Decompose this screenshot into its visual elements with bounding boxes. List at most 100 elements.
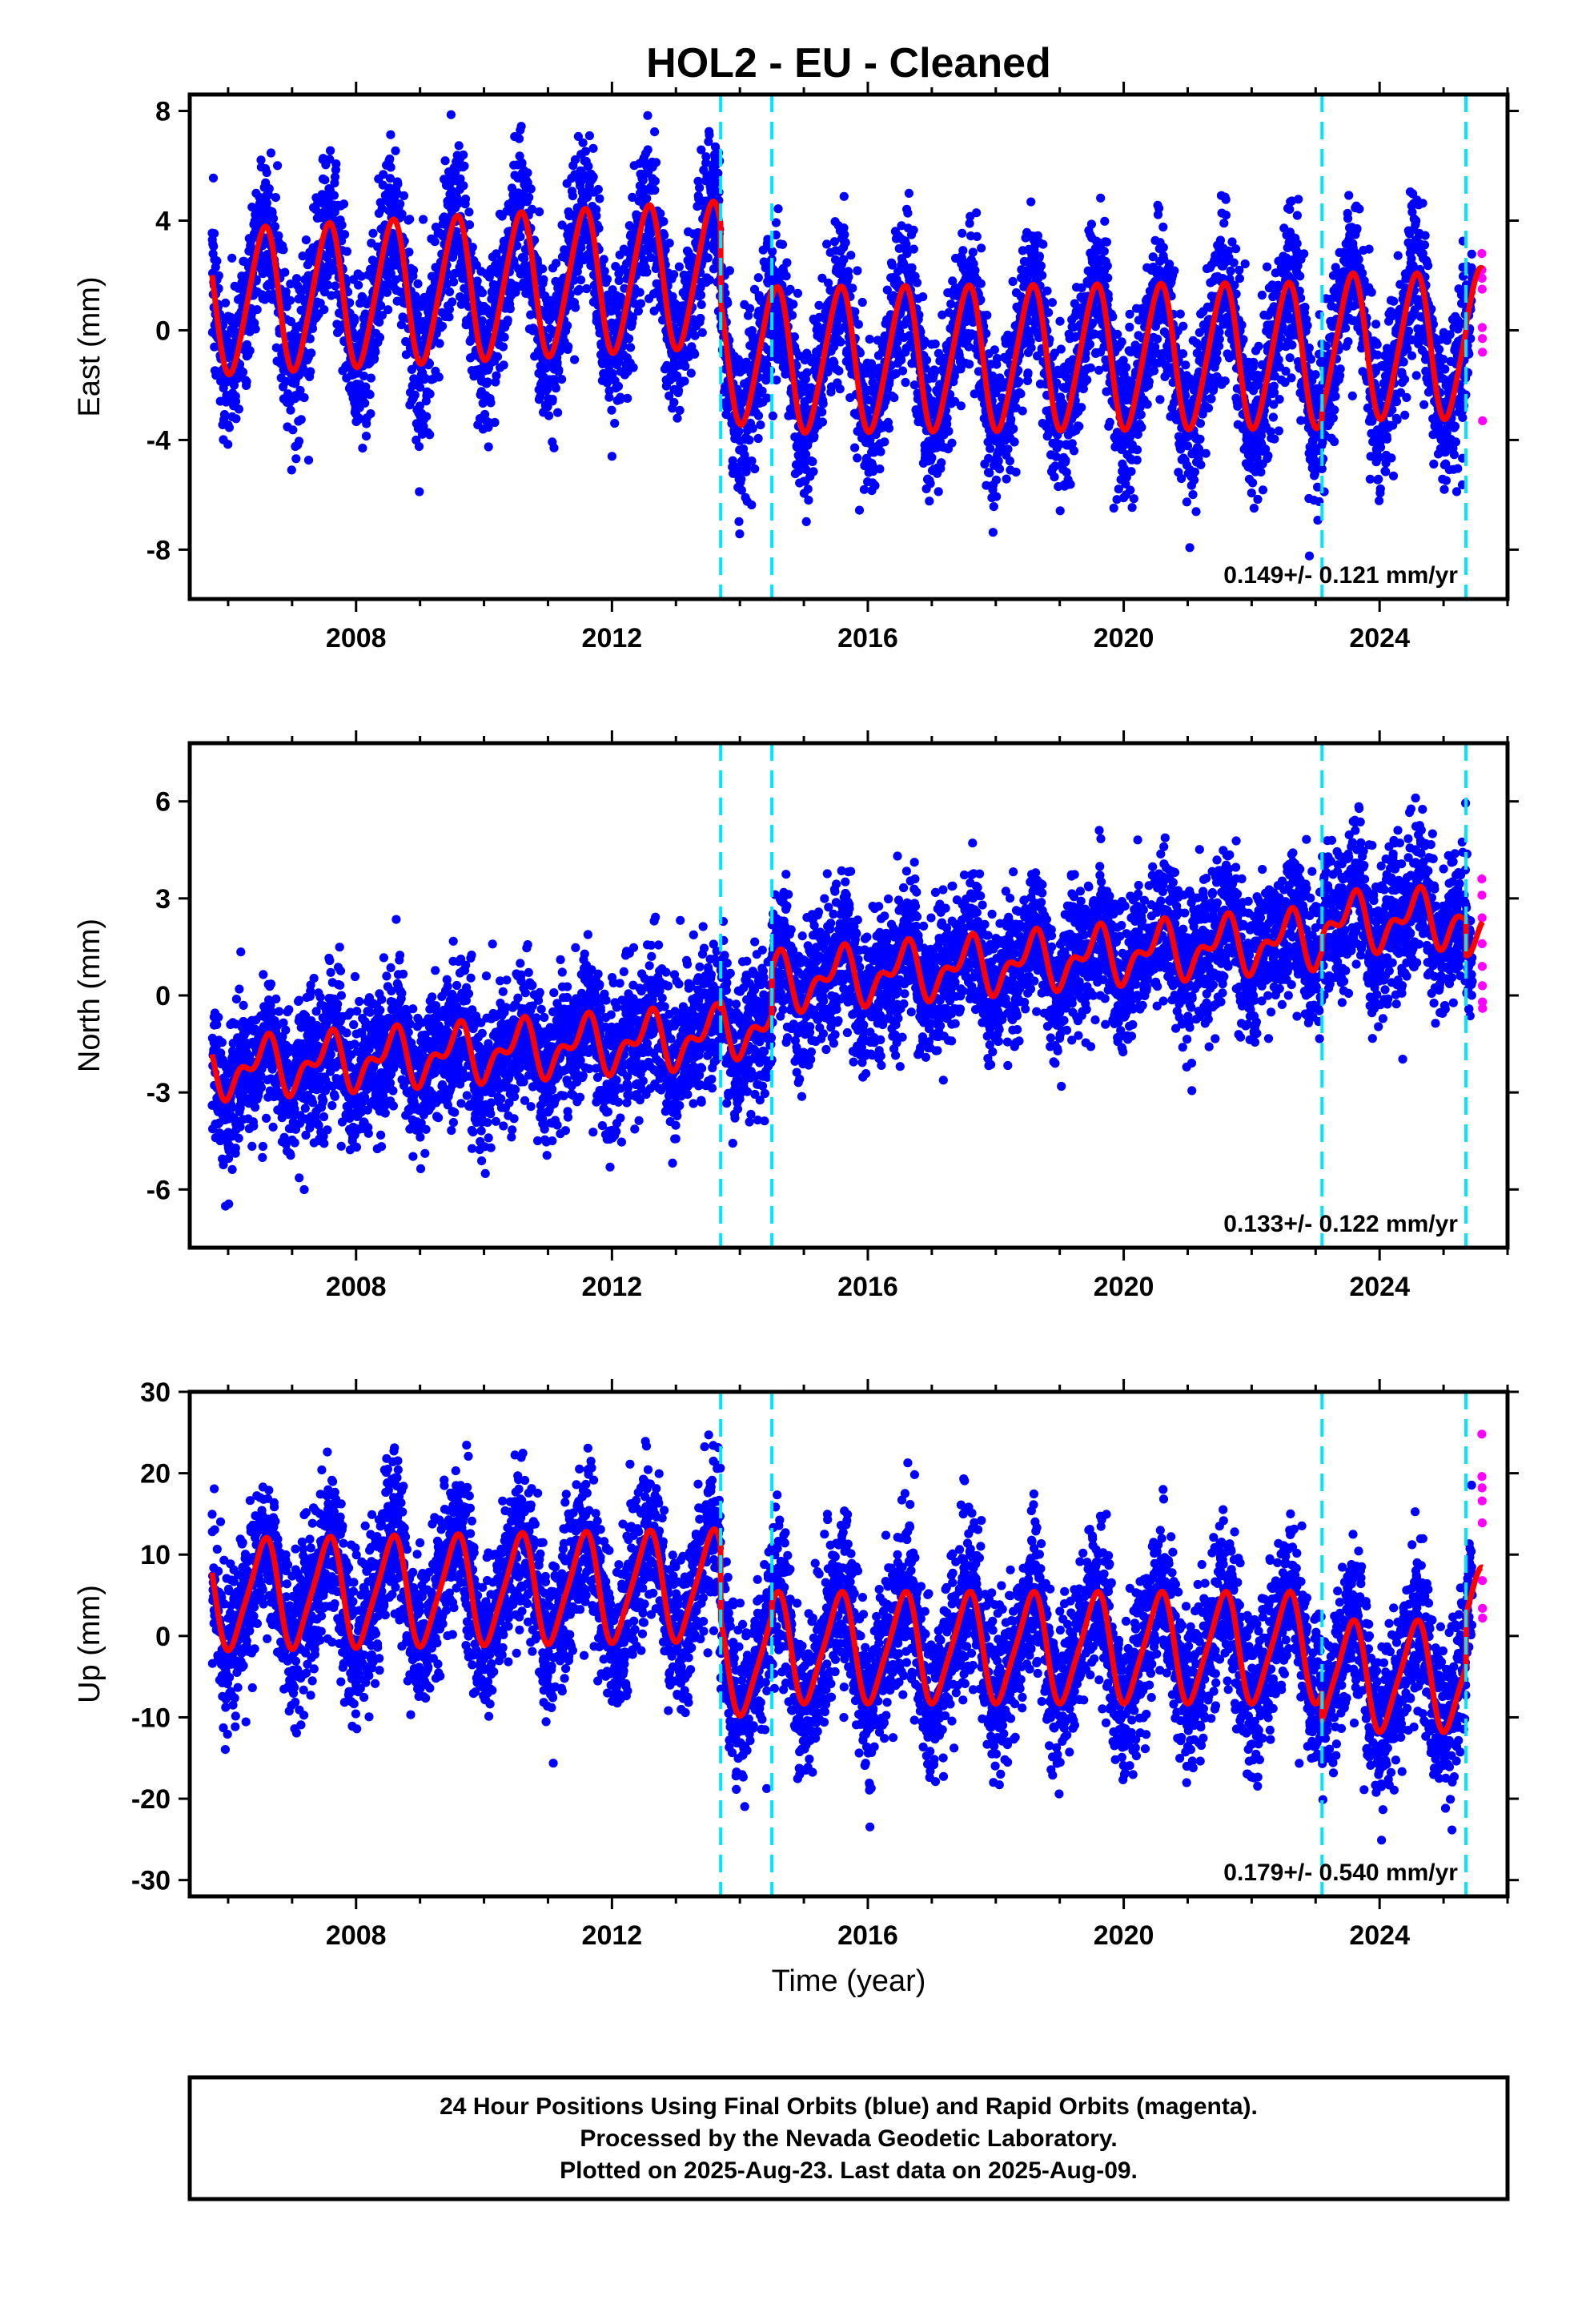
east-final-orbit-point bbox=[1055, 316, 1065, 326]
east-final-orbit-point bbox=[582, 283, 592, 294]
east-final-orbit-point bbox=[756, 420, 765, 430]
east-final-orbit-point bbox=[643, 145, 652, 155]
east-final-orbit-point bbox=[1006, 415, 1016, 424]
east-final-orbit-point bbox=[705, 130, 714, 140]
east-final-orbit-point bbox=[563, 321, 572, 331]
east-final-orbit-point bbox=[405, 215, 415, 224]
east-final-orbit-point bbox=[264, 184, 274, 194]
east-final-orbit-point bbox=[735, 529, 745, 539]
east-final-orbit-point bbox=[1036, 261, 1046, 271]
east-final-orbit-point bbox=[371, 347, 380, 356]
east-final-orbit-point bbox=[636, 299, 646, 308]
east-final-orbit-point bbox=[697, 300, 706, 309]
east-final-orbit-point bbox=[695, 183, 705, 193]
east-final-orbit-point bbox=[853, 453, 862, 463]
east-final-orbit-point bbox=[285, 296, 295, 305]
east-final-orbit-point bbox=[976, 279, 986, 288]
east-final-orbit-point bbox=[445, 287, 455, 296]
east-final-orbit-point bbox=[291, 454, 301, 464]
east-final-orbit-point bbox=[725, 266, 735, 275]
east-final-orbit-point bbox=[804, 496, 813, 505]
east-final-orbit-point bbox=[897, 355, 906, 365]
east-final-orbit-point bbox=[972, 208, 982, 218]
east-final-orbit-point bbox=[839, 191, 849, 201]
east-final-orbit-point bbox=[909, 225, 918, 235]
east-final-orbit-point bbox=[499, 360, 508, 370]
east-final-orbit-point bbox=[673, 413, 682, 423]
east-final-orbit-point bbox=[366, 373, 375, 383]
east-final-orbit-point bbox=[650, 185, 660, 195]
east-final-orbit-point bbox=[1102, 261, 1112, 271]
east-final-orbit-point bbox=[369, 354, 379, 364]
east-final-orbit-point bbox=[299, 392, 309, 403]
east-final-orbit-point bbox=[834, 366, 844, 376]
east-final-orbit-point bbox=[329, 191, 339, 200]
east-final-orbit-point bbox=[669, 397, 679, 408]
east-final-orbit-point bbox=[231, 396, 241, 406]
east-final-orbit-point bbox=[903, 208, 913, 218]
east-final-orbit-point bbox=[836, 337, 845, 347]
east-final-orbit-point bbox=[972, 231, 982, 241]
east-final-orbit-point bbox=[818, 399, 828, 408]
east-final-orbit-point bbox=[1061, 456, 1070, 465]
east-final-orbit-point bbox=[345, 298, 355, 308]
east-final-orbit-point bbox=[992, 492, 1002, 501]
east-final-orbit-point bbox=[330, 207, 339, 217]
east-final-orbit-point bbox=[750, 464, 760, 474]
east-final-orbit-point bbox=[410, 390, 420, 400]
east-final-orbit-point bbox=[358, 444, 367, 453]
east-final-orbit-point bbox=[1137, 423, 1146, 432]
east-final-orbit-point bbox=[859, 485, 869, 494]
east-final-orbit-point bbox=[307, 348, 316, 358]
east-final-orbit-point bbox=[323, 280, 333, 290]
east-final-orbit-point bbox=[1003, 444, 1013, 454]
east-final-orbit-point bbox=[613, 381, 624, 391]
east-final-orbit-point bbox=[262, 167, 271, 178]
east-final-orbit-point bbox=[516, 122, 526, 131]
east-final-orbit-point bbox=[209, 242, 219, 251]
east-final-orbit-point bbox=[994, 464, 1005, 474]
east-final-orbit-point bbox=[809, 467, 818, 476]
east-final-orbit-point bbox=[901, 377, 910, 388]
east-final-orbit-point bbox=[516, 232, 525, 242]
east-final-orbit-point bbox=[674, 262, 685, 271]
east-final-orbit-point bbox=[393, 179, 403, 189]
east-final-orbit-point bbox=[1103, 273, 1113, 283]
east-final-orbit-point bbox=[696, 290, 706, 300]
east-final-orbit-point bbox=[844, 272, 853, 282]
east-final-orbit-point bbox=[256, 155, 266, 165]
east-final-orbit-point bbox=[1105, 417, 1114, 428]
east-final-orbit-point bbox=[503, 316, 512, 325]
east-final-orbit-point bbox=[803, 485, 813, 494]
east-final-orbit-point bbox=[703, 253, 713, 263]
east-final-orbit-point bbox=[514, 134, 524, 143]
east-final-orbit-point bbox=[399, 191, 409, 200]
east-final-orbit-point bbox=[397, 209, 407, 219]
east-final-orbit-point bbox=[958, 246, 968, 255]
east-final-orbit-point bbox=[889, 393, 899, 403]
east-final-orbit-point bbox=[454, 141, 464, 151]
east-final-orbit-point bbox=[430, 237, 440, 247]
east-final-orbit-point bbox=[385, 154, 395, 164]
east-final-orbit-point bbox=[331, 281, 340, 291]
east-final-orbit-point bbox=[396, 199, 405, 209]
east-final-orbit-point bbox=[396, 320, 406, 330]
east-final-orbit-point bbox=[538, 264, 548, 274]
east-final-orbit-point bbox=[360, 398, 370, 408]
east-final-orbit-point bbox=[224, 423, 234, 432]
east-final-orbit-point bbox=[305, 334, 315, 344]
east-final-orbit-point bbox=[628, 363, 638, 372]
east-final-orbit-point bbox=[909, 244, 918, 254]
east-final-orbit-point bbox=[880, 437, 889, 447]
east-final-orbit-point bbox=[486, 398, 496, 408]
east-final-orbit-point bbox=[320, 175, 330, 185]
east-final-orbit-point bbox=[1085, 340, 1094, 349]
east-final-orbit-point bbox=[642, 267, 652, 277]
east-final-orbit-point bbox=[245, 346, 255, 356]
east-data bbox=[207, 94, 1488, 599]
east-final-orbit-point bbox=[848, 283, 857, 293]
east-final-orbit-point bbox=[1142, 400, 1152, 409]
east-final-orbit-point bbox=[382, 287, 392, 297]
east-final-orbit-point bbox=[459, 181, 468, 191]
